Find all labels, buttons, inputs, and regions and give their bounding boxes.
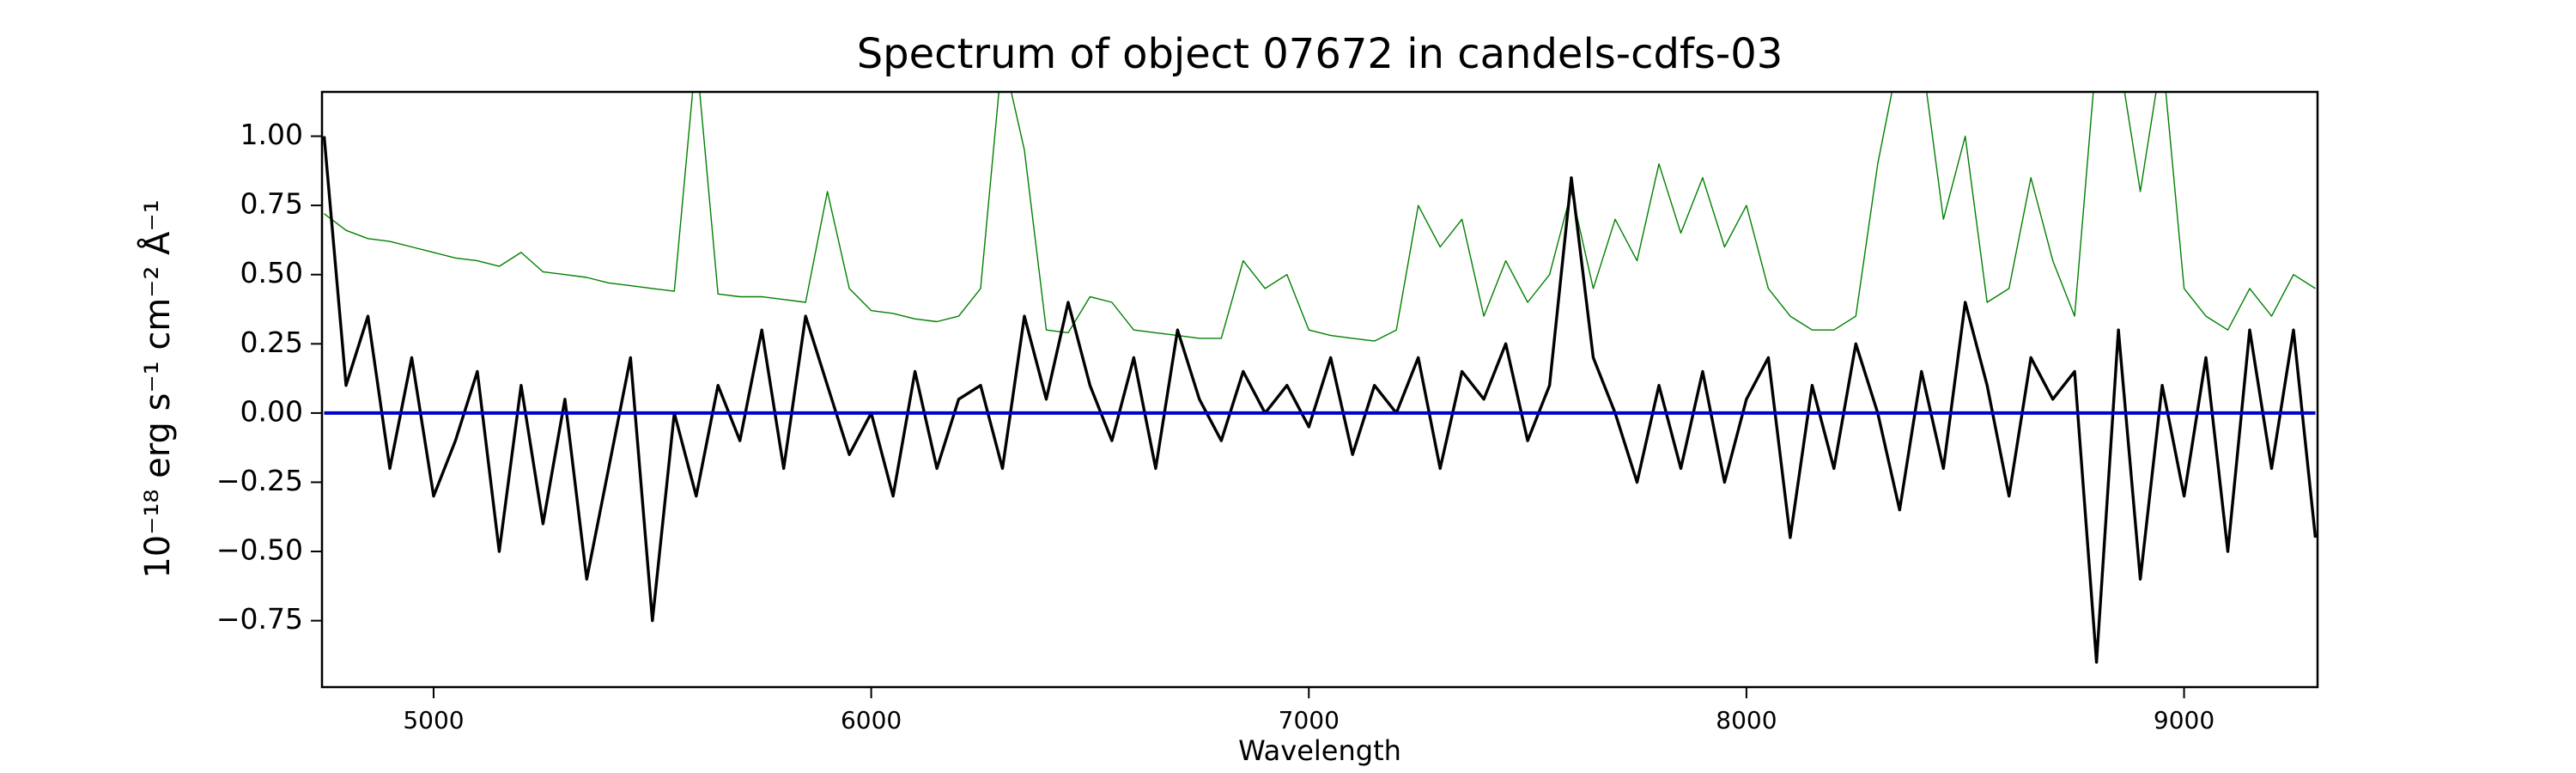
x-tick-label: 8000 [1716,706,1777,734]
plot-frame [320,90,2319,689]
y-tick-label: −0.50 [216,533,303,567]
x-tick-label: 7000 [1279,706,1340,734]
chart-title: Spectrum of object 07672 in candels-cdfs… [857,30,1783,78]
x-axis-label: Wavelength [1238,734,1401,767]
y-tick-label: 0.00 [240,394,303,428]
y-tick-label: −0.25 [216,464,303,497]
y-axis-label: 10⁻¹⁸ erg s⁻¹ cm⁻² Å⁻¹ [137,199,178,578]
data-line [322,136,2318,664]
x-tick-label: 5000 [403,706,464,734]
x-tick-label: 6000 [841,706,902,734]
data-line [324,92,2316,342]
y-tick-label: 0.75 [240,187,303,221]
x-tick-label: 9000 [2154,706,2215,734]
y-tick-label: 0.50 [240,256,303,289]
y-tick-label: −0.75 [216,602,303,636]
y-tick-label: 1.00 [240,118,303,151]
plot-area [322,92,2318,664]
y-tick-label: 0.25 [240,326,303,359]
